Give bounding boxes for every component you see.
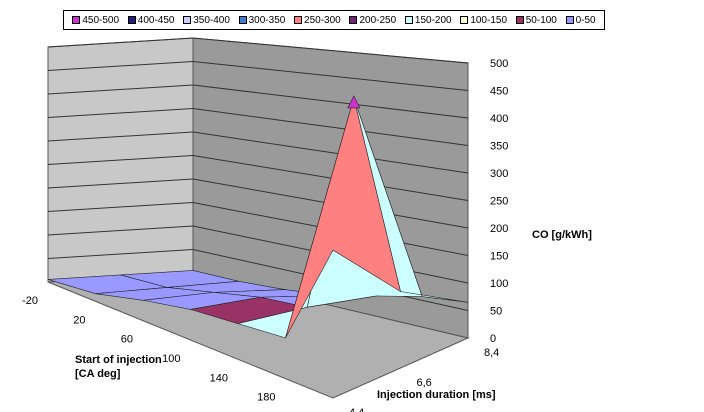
z-tick-label: 50 [490, 306, 502, 318]
z-tick-label: 200 [490, 223, 508, 235]
legend-item: 200-250 [349, 15, 396, 26]
gridline [47, 225, 194, 236]
gridline [47, 131, 194, 142]
z-tick-label: 500 [490, 58, 508, 70]
surface-cell [285, 96, 401, 339]
legend-swatch [460, 16, 469, 24]
y-axis-label: Injection duration [ms] [377, 389, 496, 401]
legend-swatch [515, 16, 524, 24]
y-tick-label: 4,4 [349, 407, 364, 412]
gridline [47, 202, 194, 212]
legend-label: 100-150 [470, 14, 508, 26]
x-tick-label: 20 [73, 314, 85, 326]
gridline [192, 108, 469, 146]
gridline [47, 155, 194, 165]
legend-label: 200-250 [359, 14, 397, 26]
x-tick-label: 100 [162, 353, 180, 365]
z-tick-label: 100 [490, 278, 508, 290]
x-tick-label: 60 [121, 334, 133, 346]
legend-item: 150-200 [404, 14, 452, 26]
x-tick-label: 140 [210, 372, 228, 384]
legend-item: 50-100 [515, 14, 557, 26]
gridline [192, 61, 469, 91]
z-tick-label: 0 [490, 333, 496, 345]
legend-swatch [72, 16, 81, 24]
legend-item: 250-300 [294, 15, 341, 26]
chart-walls [47, 37, 470, 399]
gridline [192, 37, 469, 64]
z-tick-label: 450 [490, 86, 508, 98]
surface-peak [347, 95, 361, 109]
gridline [192, 84, 469, 119]
chart-labels: 0 50 100 150 200 250 300 350 400 450 500 -20 20 60 100… [22, 58, 592, 412]
legend-swatch [565, 16, 574, 24]
legend-item: 350-400 [183, 15, 230, 26]
legend-label: 350-400 [193, 14, 230, 26]
z-tick-label: 350 [490, 141, 508, 153]
legend-label: 400-450 [137, 14, 175, 26]
chart-surface [47, 95, 469, 339]
legend-swatch [127, 16, 136, 24]
legend-item: 0-50 [565, 14, 596, 26]
gridline [47, 84, 194, 95]
z-tick-label: 300 [490, 168, 508, 180]
legend-label: 300-350 [248, 14, 286, 26]
legend-item: 450-500 [72, 15, 119, 26]
z-tick-label: 150 [490, 251, 508, 263]
legend-label: 150-200 [414, 14, 452, 26]
x-tick-label: 180 [257, 392, 275, 404]
x-axis-label-line: [CA deg] [75, 368, 121, 380]
z-tick-label: 400 [490, 113, 508, 125]
legend-item: 400-450 [127, 14, 175, 26]
z-tick-label: 250 [490, 196, 508, 208]
legend-item: 100-150 [460, 15, 507, 26]
gridline [47, 108, 194, 118]
legend-item: 300-350 [238, 14, 286, 26]
gridline [47, 37, 194, 48]
legend-label: 0-50 [575, 14, 596, 26]
gridline [47, 61, 194, 71]
x-axis-label-line: Start of injection [75, 354, 162, 366]
gridline [47, 178, 194, 189]
legend-swatch [183, 16, 192, 24]
y-tick-label: 8,4 [484, 347, 499, 359]
legend-label: 250-300 [304, 14, 341, 26]
gridline [192, 131, 469, 174]
legend-swatch [294, 16, 303, 24]
legend-swatch [238, 16, 247, 24]
x-tick-label: -20 [22, 295, 38, 307]
z-axis-label: CO [g/kWh] [532, 229, 592, 241]
y-tick-label: 6,6 [417, 377, 432, 389]
legend-label: 450-500 [82, 14, 120, 26]
legend-label: 50-100 [525, 14, 557, 26]
gridline [47, 249, 194, 259]
x-axis-label: Start of injection [CA deg] [75, 354, 162, 380]
legend-swatch [349, 16, 358, 24]
legend-swatch [404, 16, 413, 24]
chart-legend: 450-500 400-450 350-400 300-350 250-300 200-2… [63, 10, 605, 30]
gridline [192, 155, 469, 201]
